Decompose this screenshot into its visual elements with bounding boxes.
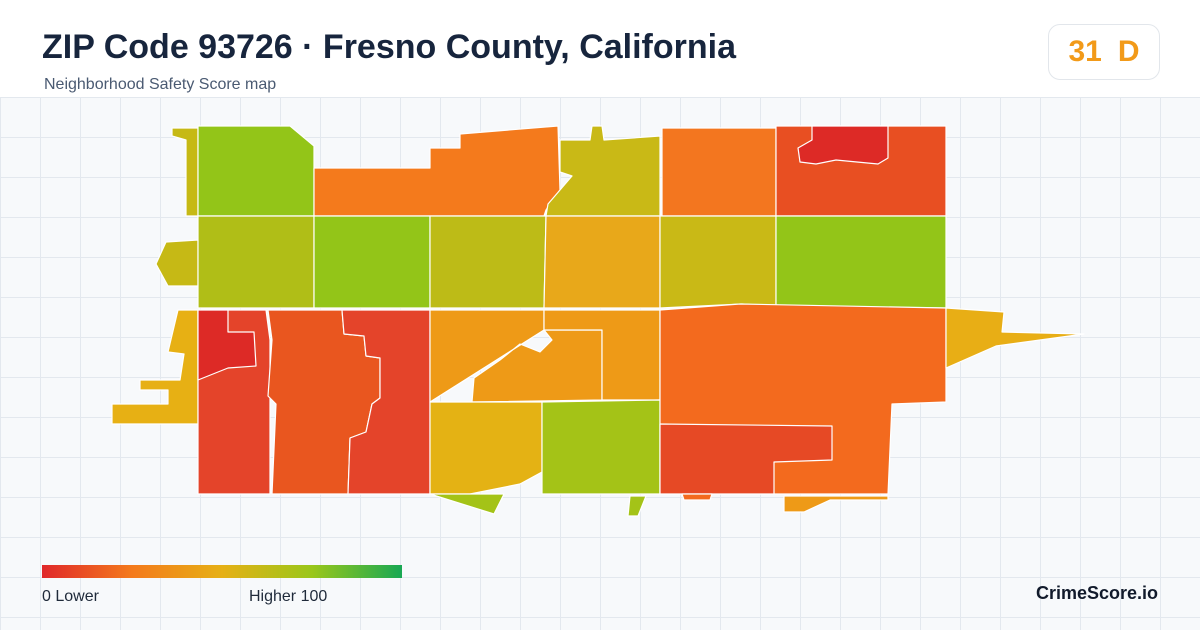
region-south-mid — [429, 401, 543, 495]
score-grade: D — [1117, 35, 1140, 68]
region-south-green-spur — [429, 493, 505, 515]
header: ZIP Code 93726 · Fresno County, Californ… — [0, 0, 1200, 98]
region-southeast-spur-2 — [783, 495, 889, 513]
region-north-east — [661, 127, 777, 217]
legend-max-label: Higher 100 — [249, 588, 328, 605]
region-central-mid — [543, 215, 661, 309]
region-northwest — [197, 125, 315, 217]
region-central — [429, 215, 547, 309]
region-west-fringe — [171, 127, 199, 217]
legend-min-label: 0 Lower — [42, 588, 99, 605]
page-title: ZIP Code 93726 · Fresno County, Californ… — [42, 28, 736, 66]
region-east-spur — [945, 307, 1085, 369]
region-northeast-pocket — [797, 125, 889, 165]
region-west-central — [197, 215, 315, 309]
region-south-green-spur-2 — [627, 495, 647, 517]
region-south-green — [541, 399, 661, 495]
region-west-fringe-2 — [155, 239, 199, 287]
region-north-central — [313, 125, 561, 217]
page-subtitle: Neighborhood Safety Score map — [44, 76, 277, 93]
region-west-spurs — [111, 309, 199, 425]
region-southwest-pocket — [197, 309, 257, 381]
brand-logo-text: CrimeScore.io — [1035, 583, 1158, 603]
score-badge: 31 D — [1048, 24, 1160, 80]
region-central-east — [659, 215, 777, 309]
region-southeast-red — [659, 423, 833, 495]
region-east — [775, 215, 947, 309]
region-southeast-spur — [681, 493, 713, 501]
region-central-west — [313, 215, 431, 309]
region-north — [545, 125, 661, 217]
score-value: 31 — [1068, 35, 1102, 68]
legend-gradient-bar — [42, 565, 402, 578]
